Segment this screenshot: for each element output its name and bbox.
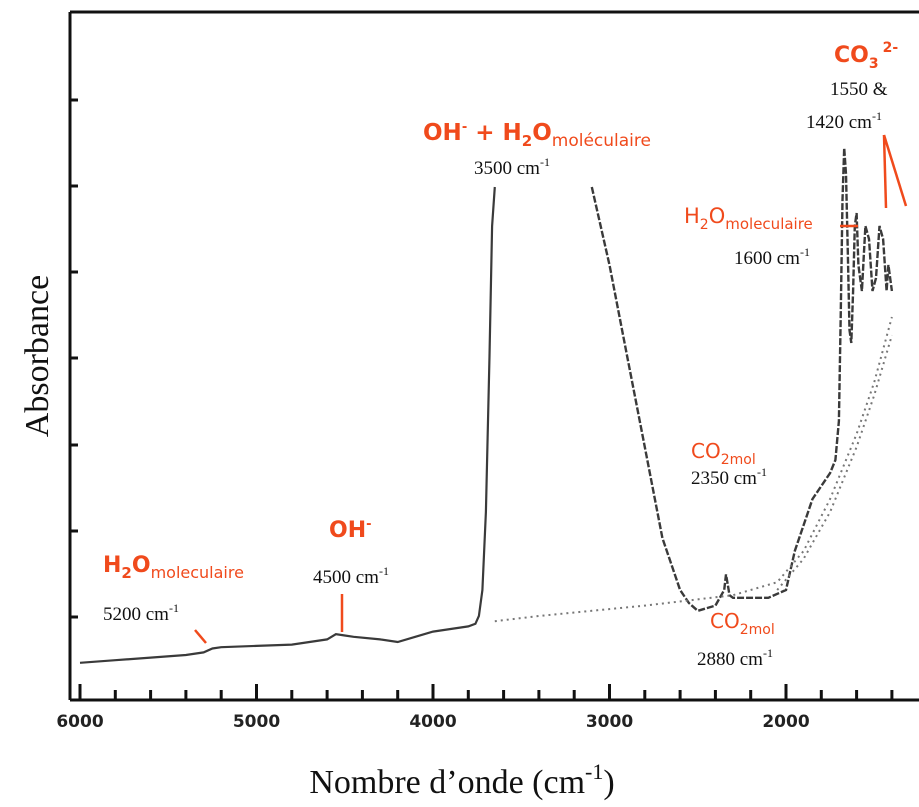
leader-carbonate-1 xyxy=(882,134,888,209)
annotation-h2o-5200: H2Omoleculaire 5200 cm-1 xyxy=(103,553,244,625)
annotation-oh-4500: OH- 4500 cm-1 xyxy=(313,517,389,588)
svg-text:CO2mol: CO2mol xyxy=(710,609,775,638)
svg-text:1600 cm-1: 1600 cm-1 xyxy=(734,245,810,269)
x-tick-label: 2000 xyxy=(762,712,809,732)
y-axis-title: Absorbance xyxy=(19,275,56,437)
x-tick-label: 6000 xyxy=(56,712,103,732)
spectrum-series-solid-0 xyxy=(79,186,496,664)
x-axis-ticks xyxy=(78,684,894,700)
annotation-co2-2350: CO2mol 2350 cm-1 xyxy=(691,439,767,489)
x-axis-title: Nombre d’onde (cm-1) xyxy=(309,759,614,801)
annotation-oh-h2o-3500: OH- + H2Omoléculaire 3500 cm-1 xyxy=(423,120,651,179)
annotation-leaders xyxy=(194,134,908,644)
spectrum-series-dashed-1 xyxy=(590,147,894,613)
svg-text:4500 cm-1: 4500 cm-1 xyxy=(313,564,389,588)
svg-text:5200 cm-1: 5200 cm-1 xyxy=(103,601,179,625)
svg-text:H2Omoleculaire: H2Omoleculaire xyxy=(103,553,244,582)
svg-text:2350 cm-1: 2350 cm-1 xyxy=(691,465,767,489)
svg-text:1550 &: 1550 & xyxy=(830,79,888,100)
annotation-carbonate: CO32- 1550 & 1420 cm-1 xyxy=(806,40,898,133)
svg-text:1420 cm-1: 1420 cm-1 xyxy=(806,109,882,133)
x-axis-tick-labels: 6000 5000 4000 3000 2000 xyxy=(56,712,809,732)
spectrum-series xyxy=(79,147,894,664)
svg-text:OH-: OH- xyxy=(329,517,372,543)
leader-carbonate-2 xyxy=(882,134,908,207)
annotation-h2o-1600: H2Omoleculaire 1600 cm-1 xyxy=(684,204,813,269)
svg-text:H2Omoleculaire: H2Omoleculaire xyxy=(684,204,813,233)
leader-5200 xyxy=(194,629,207,644)
x-tick-label: 4000 xyxy=(409,712,456,732)
x-tick-label: 3000 xyxy=(586,712,633,732)
y-axis-ticks xyxy=(70,98,78,619)
x-tick-label: 5000 xyxy=(233,712,280,732)
svg-text:OH- + H2Omoléculaire: OH- + H2Omoléculaire xyxy=(423,120,651,151)
svg-text:2880 cm-1: 2880 cm-1 xyxy=(697,646,773,670)
spectrum-series-dotted-3 xyxy=(776,334,893,591)
svg-text:CO2mol: CO2mol xyxy=(691,439,756,468)
svg-text:3500 cm-1: 3500 cm-1 xyxy=(474,155,550,179)
annotation-co2-2880: CO2mol 2880 cm-1 xyxy=(697,609,775,670)
svg-text:CO32-: CO32- xyxy=(834,40,898,72)
plot-frame xyxy=(68,10,919,702)
